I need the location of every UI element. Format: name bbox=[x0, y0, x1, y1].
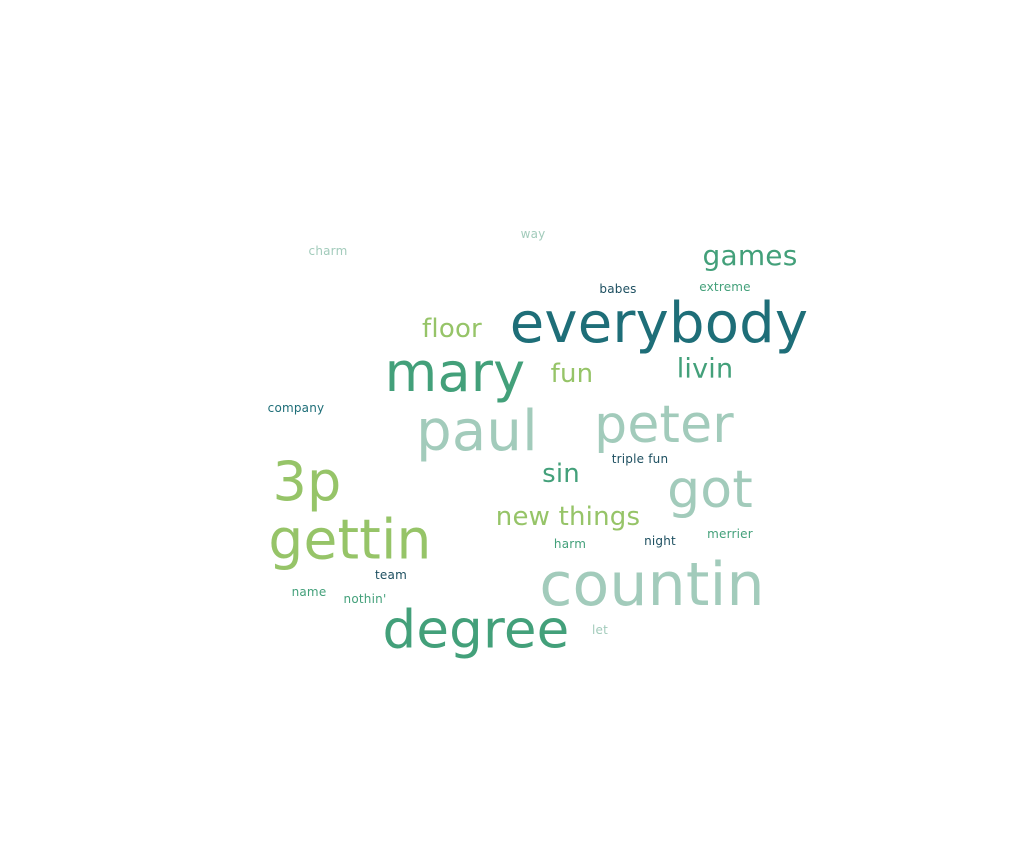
word-got: got bbox=[667, 460, 753, 520]
word-extreme: extreme bbox=[699, 280, 751, 294]
word-babes: babes bbox=[599, 282, 637, 296]
word-sin: sin bbox=[542, 459, 580, 489]
word-night: night bbox=[644, 534, 676, 548]
word-merrier: merrier bbox=[707, 527, 753, 541]
word-triple-fun: triple fun bbox=[611, 452, 669, 466]
word-floor: floor bbox=[422, 314, 482, 344]
word-name: name bbox=[291, 585, 327, 599]
word-paul: paul bbox=[416, 399, 538, 464]
word-harm: harm bbox=[553, 537, 587, 551]
word-3p: 3p bbox=[272, 450, 342, 513]
word-peter: peter bbox=[594, 395, 734, 455]
word-gettin: gettin bbox=[268, 507, 432, 572]
word-let: let bbox=[591, 623, 609, 637]
word-new-things: new things bbox=[495, 502, 641, 532]
word-nothin: nothin' bbox=[343, 592, 387, 606]
word-everybody: everybody bbox=[509, 291, 809, 356]
word-team: team bbox=[375, 568, 407, 582]
word-degree: degree bbox=[382, 599, 570, 661]
word-mary: mary bbox=[384, 341, 526, 404]
word-games: games bbox=[702, 239, 798, 272]
word-way: way bbox=[520, 227, 546, 241]
word-company: company bbox=[267, 401, 325, 415]
word-countin: countin bbox=[539, 550, 765, 620]
word-livin: livin bbox=[676, 353, 734, 385]
word-charm: charm bbox=[308, 244, 348, 258]
word-fun: fun bbox=[550, 359, 594, 389]
